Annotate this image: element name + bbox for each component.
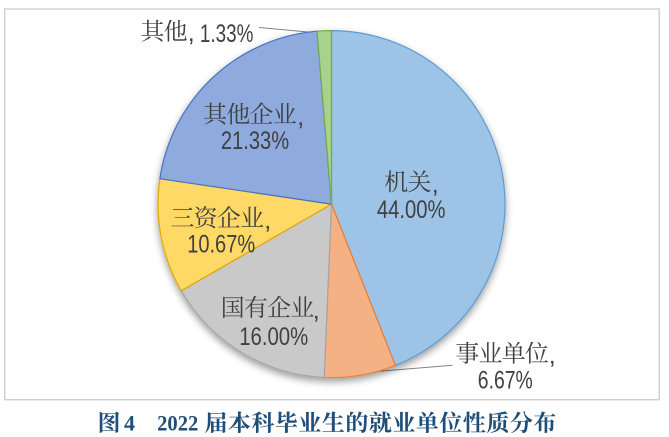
svg-text:16.00%: 16.00% bbox=[239, 323, 308, 351]
svg-text:6.67%: 6.67% bbox=[478, 367, 533, 395]
svg-text:44.00%: 44.00% bbox=[377, 196, 446, 224]
svg-text:2022: 2022 bbox=[157, 410, 198, 435]
svg-text:,: , bbox=[297, 103, 304, 131]
svg-text:,: , bbox=[432, 171, 439, 199]
svg-text:,: , bbox=[313, 296, 320, 324]
svg-text:,: , bbox=[264, 206, 271, 234]
svg-text:21.33%: 21.33% bbox=[221, 127, 289, 155]
svg-text:4: 4 bbox=[124, 410, 135, 435]
svg-text:,: , bbox=[188, 19, 195, 47]
svg-text:1.33%: 1.33% bbox=[200, 20, 254, 48]
svg-text:,: , bbox=[549, 341, 556, 369]
svg-text:10.67%: 10.67% bbox=[187, 231, 255, 259]
